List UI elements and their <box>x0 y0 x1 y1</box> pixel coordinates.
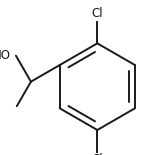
Text: HO: HO <box>0 49 11 62</box>
Text: Cl: Cl <box>92 7 103 20</box>
Text: Cl: Cl <box>92 153 103 155</box>
